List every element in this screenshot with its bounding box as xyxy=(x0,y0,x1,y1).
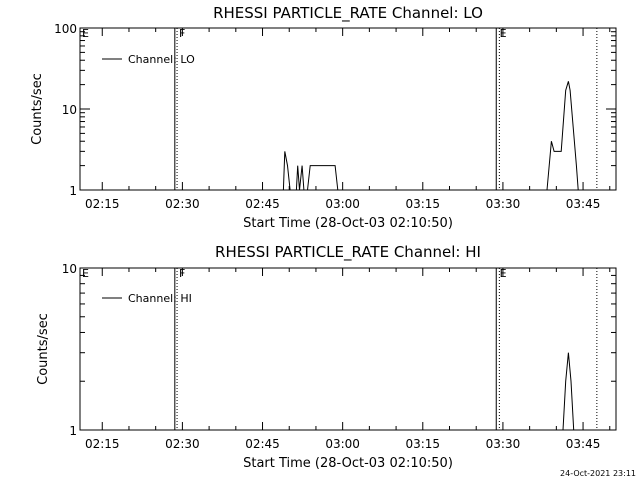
y-tick-label: 10 xyxy=(62,262,77,276)
legend-label: Channel: HI xyxy=(128,292,192,305)
x-tick-label: 03:00 xyxy=(325,197,360,211)
flag-label: E xyxy=(82,267,89,280)
series-line-segment xyxy=(295,165,305,191)
legend-label: Channel: LO xyxy=(128,53,195,66)
series-line-segment xyxy=(546,81,579,191)
plot-frame xyxy=(79,267,617,431)
y-tick-label: 1 xyxy=(69,424,77,438)
x-tick-label: 02:15 xyxy=(85,197,120,211)
x-tick-label: 03:45 xyxy=(566,437,601,451)
flag-label: E xyxy=(500,27,507,40)
panel-hi: RHESSI PARTICLE_RATE Channel: HI Counts/… xyxy=(36,243,617,471)
x-tick-label: 03:30 xyxy=(486,197,521,211)
x-tick-label: 03:15 xyxy=(405,437,440,451)
legend: Channel: LO xyxy=(102,53,195,66)
footer-timestamp: 24-Oct-2021 23:11 xyxy=(560,469,636,478)
axis-ticks: 02:15 02:30 02:45 03:00 03:15 03:30 03:45 1 10 xyxy=(62,262,616,451)
chart-title: RHESSI PARTICLE_RATE Channel: HI xyxy=(215,243,481,262)
y-axis-label: Counts/sec xyxy=(36,313,51,385)
y-tick-label: 10 xyxy=(62,103,77,117)
x-tick-label: 03:15 xyxy=(405,197,440,211)
legend: Channel: HI xyxy=(102,292,192,305)
x-tick-label: 03:30 xyxy=(486,437,521,451)
series-line-segment xyxy=(562,352,575,431)
flag-label: F xyxy=(179,27,185,40)
chart-title: RHESSI PARTICLE_RATE Channel: LO xyxy=(213,4,483,23)
flag-label: F xyxy=(179,267,185,280)
axis-ticks: 02:15 02:30 02:45 03:00 03:15 03:30 03:45 1 10 10… xyxy=(54,22,616,211)
x-tick-label: 02:15 xyxy=(85,437,120,451)
y-tick-label: 100 xyxy=(54,22,77,36)
x-tick-label: 03:45 xyxy=(566,197,601,211)
x-axis-label: Start Time (28-Oct-03 02:10:50) xyxy=(243,216,453,231)
x-tick-label: 02:30 xyxy=(165,437,200,451)
x-tick-label: 02:45 xyxy=(245,197,280,211)
panel-lo: RHESSI PARTICLE_RATE Channel: LO Counts/… xyxy=(30,4,617,231)
series-line-segment xyxy=(282,151,291,191)
flag-label: E xyxy=(500,267,507,280)
flag-label: E xyxy=(82,27,89,40)
y-tick-label: 1 xyxy=(69,184,77,198)
x-tick-label: 03:00 xyxy=(325,437,360,451)
y-axis-label: Counts/sec xyxy=(30,73,45,145)
data-series xyxy=(282,81,579,191)
x-tick-label: 02:30 xyxy=(165,197,200,211)
data-series xyxy=(562,352,575,431)
x-tick-label: 02:45 xyxy=(245,437,280,451)
series-line-segment xyxy=(307,165,339,191)
x-axis-label: Start Time (28-Oct-03 02:10:50) xyxy=(243,456,453,471)
